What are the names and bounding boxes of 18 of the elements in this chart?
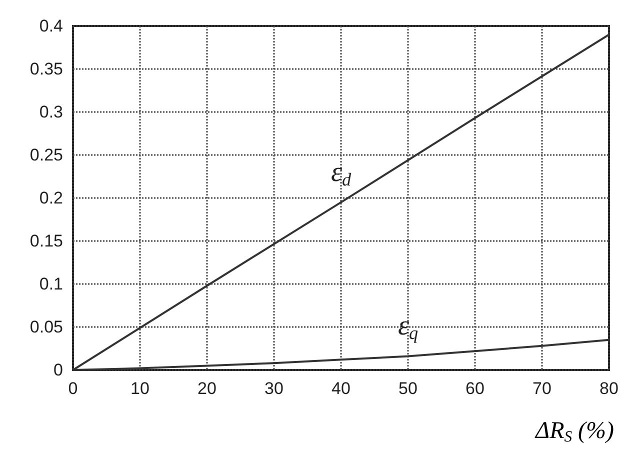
x-tick-label: 80: [600, 379, 618, 398]
y-tick-label: 0.05: [30, 318, 63, 336]
x-tick-label: 40: [332, 379, 350, 398]
x-tick-label: 50: [398, 379, 418, 398]
y-tick-label: 0.15: [30, 232, 63, 250]
x-tick-label: 20: [198, 379, 216, 398]
x-tick-label: 70: [532, 379, 552, 398]
y-tick-label: 0.2: [39, 188, 63, 208]
y-tick-label: 0.3: [39, 102, 63, 122]
x-tick-label: 10: [130, 379, 150, 398]
y-tick-label: 0.25: [30, 146, 63, 164]
y-tick-label: 0.4: [39, 16, 63, 36]
y-tick-label: 0.35: [30, 60, 63, 78]
y-tick-label: 0.1: [39, 274, 63, 294]
x-tick-label: 30: [264, 379, 284, 398]
x-tick-label: 60: [466, 379, 484, 398]
y-tick-label: 0: [54, 360, 63, 380]
x-tick-label: 0: [68, 379, 78, 398]
